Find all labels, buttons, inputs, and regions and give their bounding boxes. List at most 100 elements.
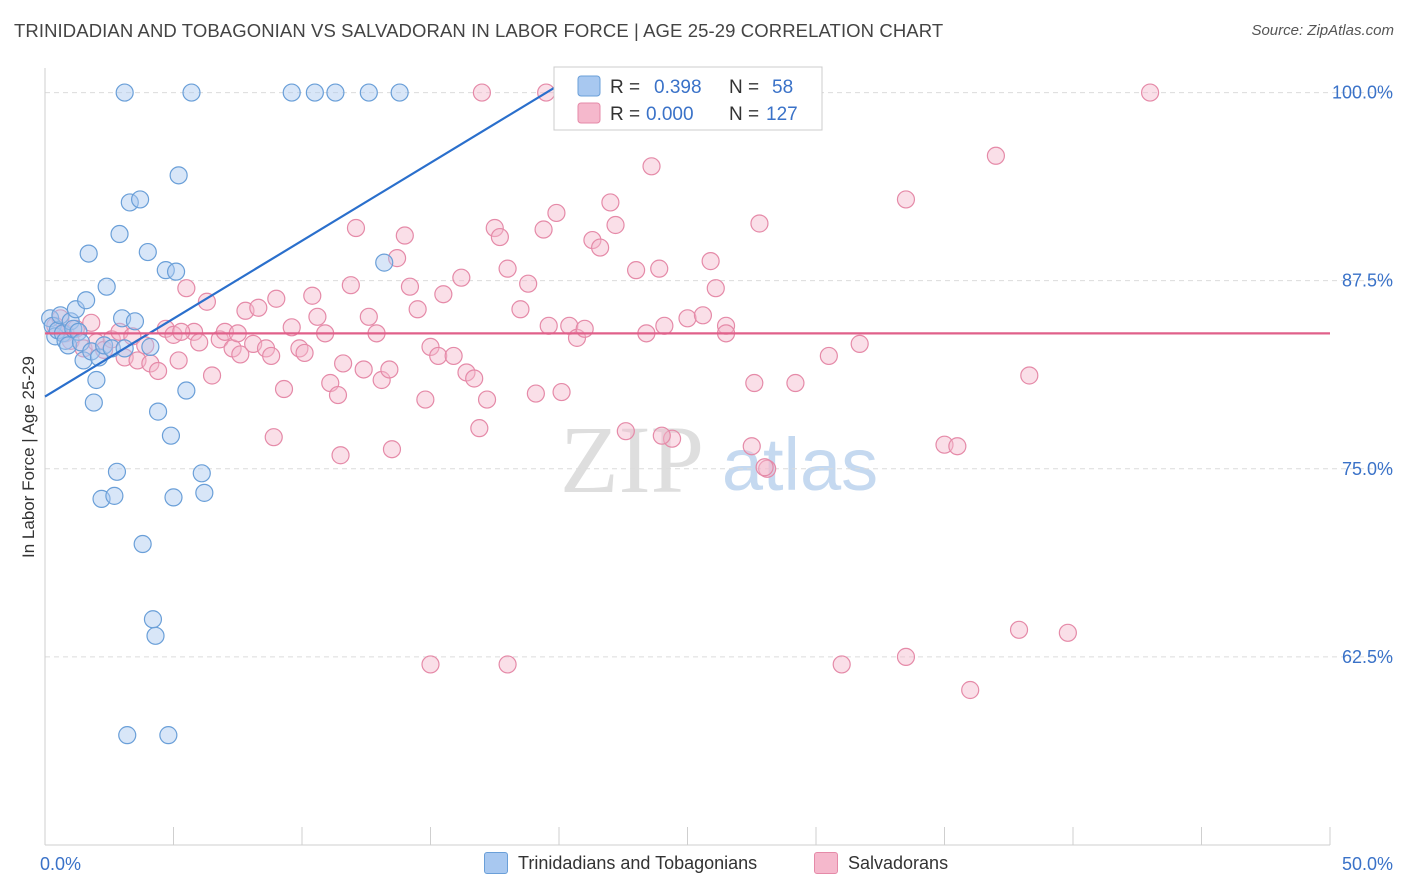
point-salvadoran (264, 428, 283, 447)
point-salvadoran (678, 309, 697, 328)
axes (44, 68, 1331, 846)
legend-n-value-1: 58 (772, 77, 793, 98)
point-trinidadian (282, 83, 301, 102)
trend-lines (44, 87, 1330, 398)
point-salvadoran (382, 440, 402, 459)
series-legend: Trinidadians and Tobagonians Salvadorans (0, 852, 1406, 878)
point-trinidadian (69, 322, 88, 341)
point-salvadoran (498, 655, 517, 674)
point-trinidadian (143, 610, 163, 629)
point-salvadoran (750, 214, 769, 233)
point-salvadoran (274, 379, 294, 399)
point-salvadoran (477, 390, 497, 409)
point-salvadoran (1140, 83, 1160, 102)
point-salvadoran (755, 458, 774, 477)
y-tick-label: 87.5% (1342, 271, 1393, 291)
watermark: ZIP atlas (560, 406, 878, 513)
y-tick-label: 62.5% (1342, 647, 1393, 667)
point-salvadoran (583, 230, 602, 250)
point-salvadoran (380, 360, 399, 379)
point-salvadoran (262, 346, 281, 366)
point-salvadoran (742, 437, 761, 456)
source-label: Source: ZipAtlas.com (1251, 22, 1394, 39)
point-salvadoran (354, 360, 373, 379)
point-salvadoran (465, 369, 484, 388)
legend-swatch-salvadorans (814, 852, 838, 874)
point-salvadoran (511, 300, 530, 319)
point-salvadoran (169, 351, 188, 370)
point-trinidadian (141, 337, 160, 356)
point-salvadoran (303, 286, 322, 305)
point-salvadoran (346, 218, 366, 238)
point-salvadoran (539, 316, 558, 335)
point-salvadoran (197, 292, 217, 311)
point-salvadoran (896, 647, 916, 666)
point-salvadoran (472, 83, 491, 102)
point-salvadoran (328, 385, 348, 405)
legend-swatch-trinidadians (484, 852, 508, 874)
point-salvadoran (1058, 623, 1077, 642)
point-salvadoran (1009, 620, 1029, 639)
y-axis-label: In Labor Force | Age 25-29 (19, 356, 38, 558)
legend-r-label-2: R = (610, 104, 640, 125)
point-salvadoran (400, 277, 420, 296)
point-salvadoran (650, 259, 669, 278)
point-trinidadian (77, 291, 96, 310)
legend-n-value-2: 127 (766, 104, 798, 125)
point-salvadoran (452, 268, 471, 287)
tick-labels: 62.5% 75.0% 87.5% 100.0% 0.0% 50.0% (40, 83, 1393, 874)
point-trinidadian (192, 464, 211, 483)
point-trinidadian (51, 306, 70, 325)
point-trinidadian (118, 726, 137, 745)
point-salvadoran (444, 346, 463, 366)
point-salvadoran (601, 193, 620, 212)
point-trinidadian (305, 83, 324, 102)
point-trinidadian (115, 83, 134, 102)
point-salvadoran (961, 680, 980, 700)
point-trinidadian (110, 224, 129, 244)
point-salvadoran (948, 437, 967, 456)
point-salvadoran (745, 373, 764, 393)
legend-item-salvadorans[interactable]: Salvadorans (814, 852, 948, 874)
legend-r-value-2: 0.000 (646, 104, 694, 125)
point-salvadoran (231, 345, 250, 364)
point-salvadoran (642, 157, 661, 176)
point-salvadoran (470, 419, 489, 438)
point-salvadoran (526, 384, 545, 403)
x-tick-label: 50.0% (1342, 854, 1393, 874)
point-salvadoran (172, 322, 191, 341)
point-trinidadian (161, 426, 181, 445)
point-salvadoran (282, 318, 301, 337)
legend-item-trinidadians[interactable]: Trinidadians and Tobagonians (484, 852, 757, 874)
point-salvadoran (341, 276, 360, 295)
legend-label-salvadorans: Salvadorans (848, 852, 949, 873)
point-salvadoran (429, 346, 448, 366)
point-salvadoran (896, 190, 916, 209)
point-salvadoran (148, 361, 168, 381)
legend-swatch-blue (577, 75, 601, 97)
point-salvadoran (177, 279, 196, 298)
point-salvadoran (1020, 366, 1039, 385)
point-salvadoran (606, 215, 625, 235)
point-trinidadian (390, 83, 409, 102)
point-salvadoran (819, 346, 838, 366)
y-tick-label: 75.0% (1342, 459, 1393, 479)
y-tick-label: 100.0% (1332, 83, 1393, 103)
point-trinidadian (84, 393, 103, 412)
point-trinidadian (66, 300, 85, 319)
point-trinidadian (107, 462, 127, 481)
point-trinidadian (326, 83, 345, 102)
legend-r-value-1: 0.398 (654, 77, 702, 98)
chart-title: TRINIDADIAN AND TOBAGONIAN VS SALVADORAN… (14, 20, 944, 41)
point-salvadoran (850, 334, 869, 353)
legend-label-trinidadians: Trinidadians and Tobagonians (518, 852, 758, 873)
point-trinidadian (159, 726, 178, 745)
x-tick-label: 0.0% (40, 854, 81, 874)
point-trinidadian (169, 166, 188, 185)
point-salvadoran (434, 285, 453, 304)
trend-line-trinidadians (44, 87, 555, 398)
point-salvadoran (359, 307, 378, 326)
point-salvadoran (519, 274, 538, 293)
point-salvadoran (575, 319, 594, 338)
